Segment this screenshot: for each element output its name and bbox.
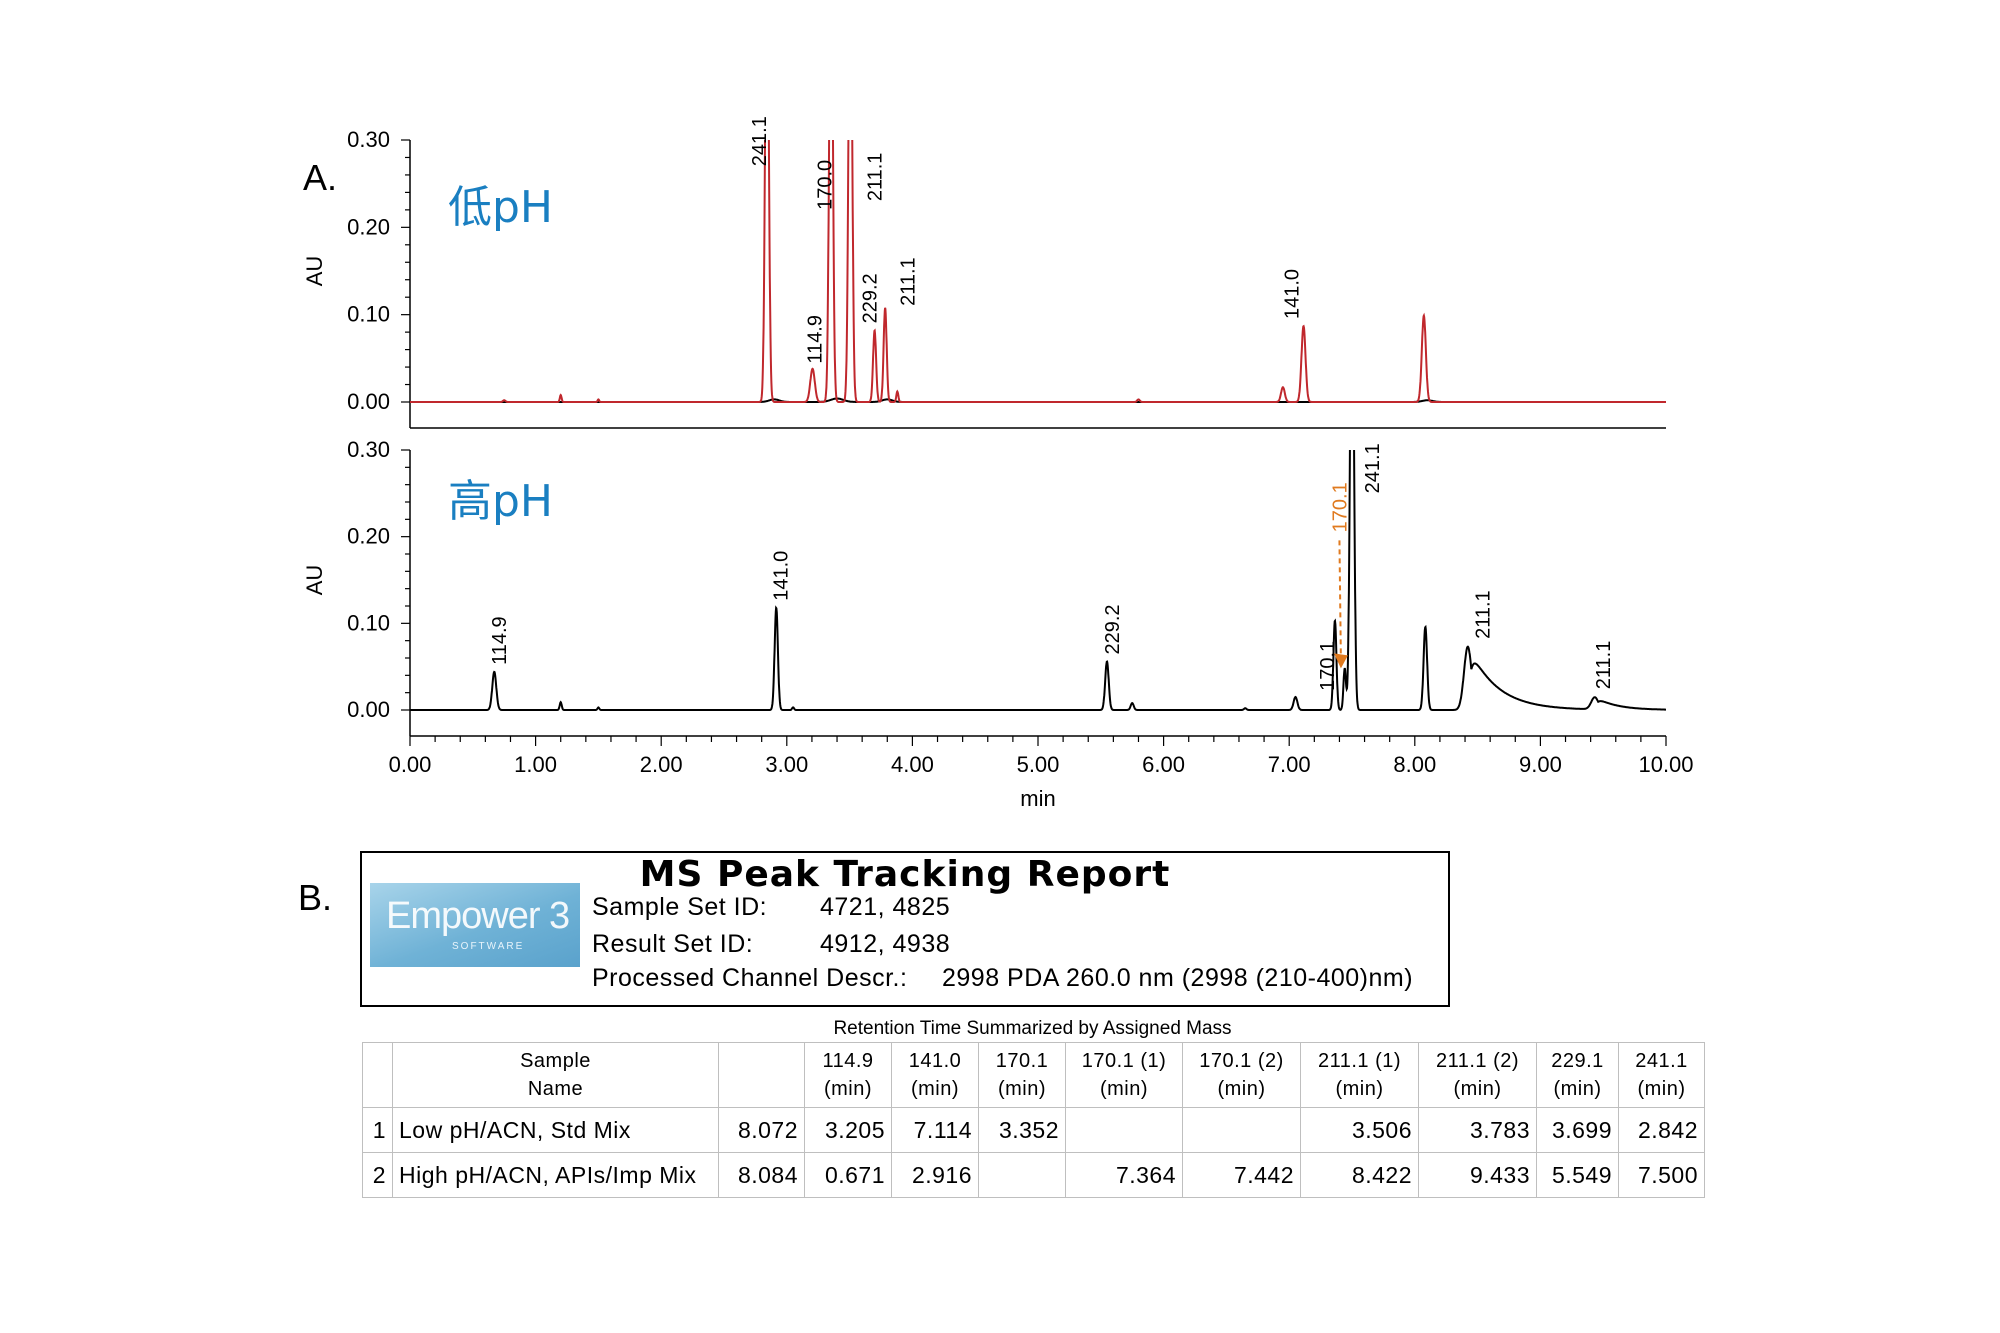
table-cell: 3.205	[804, 1107, 892, 1153]
chromatogram-trace	[410, 140, 1666, 403]
peak-label: 170.0	[814, 160, 836, 210]
x-tick-label: 4.00	[891, 752, 934, 777]
peak-label: 141.0	[771, 551, 793, 601]
panel-letter-a: A.	[303, 157, 337, 198]
logo-text: Empower 3	[386, 895, 570, 937]
sample-name: High pH/ACN, APIs/Imp Mix	[392, 1152, 719, 1198]
y-tick-label: 0.30	[347, 127, 390, 152]
header-cell: Sample Name	[392, 1042, 719, 1108]
table-cell: 2.916	[891, 1152, 979, 1198]
peak-label: 241.1	[1362, 443, 1384, 493]
annotation-label: 170.1	[1329, 482, 1351, 532]
sample-name: Low pH/ACN, Std Mix	[392, 1107, 719, 1153]
peak-label: 141.0	[1282, 269, 1304, 319]
table-cell: 8.072	[718, 1107, 805, 1153]
x-tick-label: 7.00	[1268, 752, 1311, 777]
peak-label: 211.1	[1473, 590, 1495, 639]
table-cell: 3.783	[1418, 1107, 1537, 1153]
table-cell: 8.084	[718, 1152, 805, 1198]
table-cell: 7.442	[1182, 1152, 1301, 1198]
peak-label: 211.1	[897, 257, 919, 306]
table-cell: 3.352	[978, 1107, 1066, 1153]
annotation-arrowhead	[1333, 653, 1348, 669]
channel-label: Processed Channel Descr.:	[592, 964, 908, 992]
header-cell: 170.1 (1) (min)	[1065, 1042, 1183, 1108]
table-cell: 5.549	[1536, 1152, 1619, 1198]
y-tick-label: 0.20	[347, 214, 390, 239]
table-cell: 9.433	[1418, 1152, 1537, 1198]
table-cell	[1065, 1107, 1183, 1153]
table-cell: 2.842	[1618, 1107, 1705, 1153]
table-row: 2 High pH/ACN, APIs/Imp Mix 8.084 0.671 …	[362, 1152, 1705, 1198]
chromatogram-panel-0: 0.00 0.10 0.20 0.30 AU 241.1 114.9 170.0 211.1 22…	[302, 116, 1666, 429]
annotation-arrow	[1338, 540, 1342, 663]
header-cell: 114.9 (min)	[804, 1042, 892, 1108]
x-tick-label: 3.00	[765, 752, 808, 777]
header-cell: 170.1 (2) (min)	[1182, 1042, 1301, 1108]
peak-label: 114.9	[804, 315, 826, 364]
y-axis-title: AU	[302, 565, 327, 596]
y-tick-label: 0.00	[347, 697, 390, 722]
table-caption: Retention Time Summarized by Assigned Ma…	[833, 1018, 1232, 1039]
table-cell: 8.422	[1300, 1152, 1419, 1198]
report-title: MS Peak Tracking Report	[639, 854, 1171, 895]
retention-time-table: Sample Name 114.9 (min) 141.0 (min) 170.1 (m…	[362, 1042, 1705, 1198]
y-axis-title: AU	[302, 256, 327, 287]
x-axis-title: min	[1020, 786, 1055, 811]
table-cell: 3.699	[1536, 1107, 1619, 1153]
x-tick-label: 0.00	[389, 752, 432, 777]
peak-label: 114.9	[489, 616, 511, 665]
table-row: 1 Low pH/ACN, Std Mix 8.072 3.205 7.114 …	[362, 1107, 1705, 1153]
result-set-value: 4912, 4938	[820, 930, 951, 958]
table-cell	[978, 1152, 1066, 1198]
table-cell: 7.500	[1618, 1152, 1705, 1198]
peak-label: 229.2	[860, 273, 882, 323]
peak-label: 170.1	[1317, 641, 1339, 691]
peak-label: 211.1	[1593, 641, 1615, 690]
peak-label: 211.1	[865, 153, 887, 202]
table-header-row: Sample Name 114.9 (min) 141.0 (min) 170.1 (m…	[362, 1042, 1705, 1108]
header-cell: 211.1 (1) (min)	[1300, 1042, 1419, 1108]
ph-label: 低pH	[448, 182, 553, 233]
y-tick-label: 0.10	[347, 610, 390, 635]
x-tick-label: 2.00	[640, 752, 683, 777]
peak-label: 241.1	[749, 116, 771, 166]
x-tick-label: 1.00	[514, 752, 557, 777]
peak-label: 229.2	[1102, 604, 1124, 654]
x-tick-label: 10.00	[1638, 752, 1693, 777]
report-header: MS Peak Tracking Report Empower 3 SOFTWA…	[360, 851, 1450, 1007]
empower-logo: Empower 3 SOFTWARE	[370, 883, 580, 967]
row-number: 2	[362, 1152, 393, 1198]
header-cell	[718, 1042, 805, 1108]
y-tick-label: 0.00	[347, 389, 390, 414]
table-cell: 7.364	[1065, 1152, 1183, 1198]
channel-value: 2998 PDA 260.0 nm (2998 (210-400)nm)	[942, 964, 1414, 992]
result-set-label: Result Set ID:	[592, 930, 754, 958]
x-tick-label: 8.00	[1393, 752, 1436, 777]
header-cell: 241.1 (min)	[1618, 1042, 1705, 1108]
table-cell	[1182, 1107, 1301, 1153]
logo-subtext: SOFTWARE	[452, 941, 525, 952]
ph-label: 高pH	[448, 476, 553, 527]
x-tick-label: 9.00	[1519, 752, 1562, 777]
y-tick-label: 0.30	[347, 437, 390, 462]
table-cell: 7.114	[891, 1107, 979, 1153]
table-cell: 0.671	[804, 1152, 892, 1198]
sample-set-label: Sample Set ID:	[592, 893, 768, 921]
y-tick-label: 0.10	[347, 302, 390, 327]
header-cell: 141.0 (min)	[891, 1042, 979, 1108]
header-cell	[362, 1042, 393, 1108]
header-cell: 229.1 (min)	[1536, 1042, 1619, 1108]
sample-set-value: 4721, 4825	[820, 893, 951, 921]
row-number: 1	[362, 1107, 393, 1153]
x-tick-label: 5.00	[1017, 752, 1060, 777]
chromatogram-trace	[410, 450, 1666, 711]
x-tick-label: 6.00	[1142, 752, 1185, 777]
y-tick-label: 0.20	[347, 524, 390, 549]
header-cell: 211.1 (2) (min)	[1418, 1042, 1537, 1108]
table-cell: 3.506	[1300, 1107, 1419, 1153]
chromatogram-panel-1: 0.00 0.10 0.20 0.30 AU 0.00 1.00 2.00 3.00 4.00 5.…	[302, 437, 1694, 811]
header-cell: 170.1 (min)	[978, 1042, 1066, 1108]
